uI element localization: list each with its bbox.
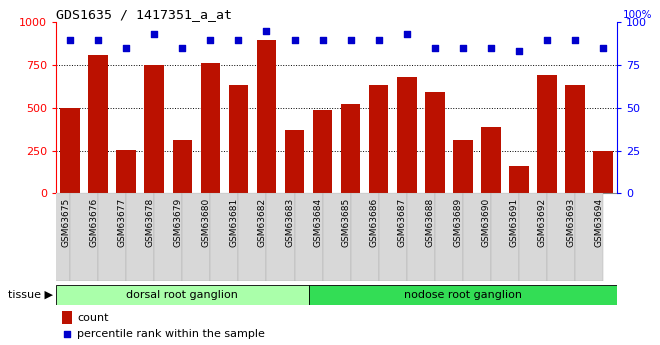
Text: GSM63678: GSM63678 [145, 198, 154, 247]
Text: GSM63682: GSM63682 [257, 198, 267, 247]
Bar [116, 150, 136, 193]
Point [289, 37, 300, 42]
Text: GSM63683: GSM63683 [286, 198, 294, 247]
Bar [62, 311, 72, 324]
Bar [435, 193, 463, 281]
Bar [379, 193, 407, 281]
Text: GSM63677: GSM63677 [117, 198, 126, 247]
Bar [323, 193, 350, 281]
Text: GSM63694: GSM63694 [594, 198, 603, 247]
Bar [350, 193, 379, 281]
Point [93, 37, 104, 42]
Text: GSM63693: GSM63693 [566, 198, 575, 247]
Point [205, 37, 216, 42]
Bar [172, 140, 192, 193]
Bar [88, 55, 108, 193]
Bar [481, 127, 501, 193]
Text: GSM63675: GSM63675 [61, 198, 70, 247]
Bar [294, 193, 323, 281]
Bar [453, 140, 473, 193]
Bar [593, 150, 613, 193]
Bar [313, 109, 333, 193]
Text: GSM63686: GSM63686 [370, 198, 379, 247]
Bar [126, 193, 154, 281]
Bar [565, 85, 585, 193]
Bar [519, 193, 547, 281]
Bar [182, 193, 211, 281]
Point [345, 37, 356, 42]
Text: 100%: 100% [622, 10, 652, 20]
Bar [211, 193, 238, 281]
Text: GSM63685: GSM63685 [342, 198, 350, 247]
Point [401, 32, 412, 37]
Text: dorsal root ganglion: dorsal root ganglion [126, 290, 238, 300]
Bar [341, 105, 360, 193]
Bar [145, 65, 164, 193]
Bar [154, 193, 182, 281]
Text: percentile rank within the sample: percentile rank within the sample [77, 329, 265, 339]
Point [233, 37, 244, 42]
Point [261, 28, 272, 34]
Bar [238, 193, 267, 281]
Bar [70, 193, 98, 281]
Point [65, 37, 75, 42]
Point [542, 37, 552, 42]
Text: GSM63689: GSM63689 [454, 198, 463, 247]
Text: GSM63676: GSM63676 [89, 198, 98, 247]
Bar [509, 166, 529, 193]
Bar [575, 193, 603, 281]
Text: GSM63690: GSM63690 [482, 198, 491, 247]
Point [570, 37, 580, 42]
Bar [228, 85, 248, 193]
Text: GSM63691: GSM63691 [510, 198, 519, 247]
Bar [267, 193, 294, 281]
Text: GSM63684: GSM63684 [314, 198, 323, 247]
Bar [425, 92, 445, 193]
Bar [257, 39, 277, 193]
Text: GSM63692: GSM63692 [538, 198, 547, 247]
Text: GSM63681: GSM63681 [230, 198, 238, 247]
Point [374, 37, 384, 42]
Bar [463, 193, 491, 281]
Text: GSM63688: GSM63688 [426, 198, 435, 247]
Bar [369, 85, 389, 193]
FancyBboxPatch shape [56, 285, 309, 305]
Point [177, 45, 187, 51]
FancyBboxPatch shape [309, 285, 617, 305]
Bar [491, 193, 519, 281]
Text: count: count [77, 313, 109, 323]
Bar [547, 193, 575, 281]
Text: tissue ▶: tissue ▶ [8, 290, 53, 300]
Bar [407, 193, 435, 281]
Point [486, 45, 496, 51]
Bar [284, 130, 304, 193]
Bar [60, 108, 80, 193]
Bar [42, 193, 70, 281]
Point [149, 32, 160, 37]
Bar [98, 193, 126, 281]
Text: GSM63680: GSM63680 [201, 198, 211, 247]
Point [513, 49, 524, 54]
Text: nodose root ganglion: nodose root ganglion [404, 290, 522, 300]
Text: GSM63679: GSM63679 [174, 198, 182, 247]
Point [457, 45, 468, 51]
Text: GSM63687: GSM63687 [398, 198, 407, 247]
Point [317, 37, 328, 42]
Point [430, 45, 440, 51]
Point [61, 332, 72, 337]
Bar [397, 77, 416, 193]
Text: GDS1635 / 1417351_a_at: GDS1635 / 1417351_a_at [56, 8, 232, 21]
Point [121, 45, 131, 51]
Bar [537, 75, 557, 193]
Point [598, 45, 609, 51]
Bar [201, 63, 220, 193]
